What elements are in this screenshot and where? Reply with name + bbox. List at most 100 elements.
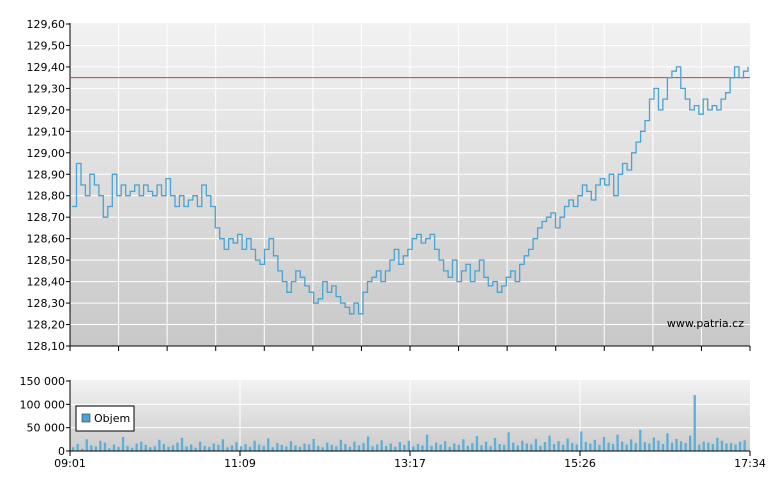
volume-bar (548, 435, 551, 451)
volume-bar (253, 440, 256, 451)
volume-bar (666, 433, 669, 451)
volume-bar (584, 442, 587, 451)
volume-bar (412, 446, 415, 451)
price-y-tick-label: 128,40 (27, 276, 66, 289)
volume-bar (276, 443, 279, 451)
legend-label: Objem (94, 412, 130, 425)
volume-bar (76, 444, 79, 451)
volume-bar (380, 440, 383, 451)
volume-bar (430, 445, 433, 451)
volume-bar (389, 443, 392, 451)
volume-bar (707, 442, 710, 451)
price-y-tick-label: 128,30 (27, 297, 66, 310)
volume-bar (743, 440, 746, 451)
volume-bar (72, 447, 75, 451)
volume-bar (230, 445, 234, 451)
volume-bar (439, 444, 442, 451)
volume-bar (675, 438, 678, 451)
volume-bar (85, 439, 88, 451)
volume-bar (176, 442, 179, 451)
volume-bar (670, 442, 674, 451)
volume-bar (725, 443, 728, 451)
volume-bar (421, 445, 424, 451)
volume-bar (689, 435, 692, 451)
volume-bar (262, 445, 265, 451)
volume-bar (425, 434, 429, 451)
volume-bar (516, 445, 519, 451)
price-y-tick-label: 129,20 (27, 104, 66, 117)
volume-bar (403, 444, 406, 451)
volume-y-tick-labels: 150 000 100 000 50 000 0 (20, 375, 70, 458)
volume-x-tick-label: 15:26 (564, 457, 596, 470)
volume-bar (167, 446, 170, 451)
volume-bar (457, 444, 460, 451)
volume-bar (534, 438, 538, 451)
volume-bar (611, 444, 615, 451)
volume-bar (679, 441, 683, 451)
volume-bar (121, 437, 125, 451)
volume-bar (525, 443, 528, 451)
volume-bar (634, 443, 637, 451)
volume-bar (366, 436, 370, 451)
volume-bar (471, 443, 474, 451)
volume-bar (99, 440, 102, 451)
volume-bar (362, 443, 365, 451)
volume-bar (217, 444, 220, 451)
volume-bar (103, 442, 107, 451)
volume-x-tick-labels: 09:01 11:09 13:17 15:26 17:34 (54, 451, 766, 470)
volume-bar (453, 443, 456, 451)
volume-bar (326, 442, 329, 451)
volume-bar (625, 444, 628, 451)
volume-bar (226, 447, 229, 451)
volume-bar (239, 446, 243, 451)
volume-bar (643, 442, 646, 451)
volume-bar (444, 441, 447, 451)
volume-bar (353, 441, 356, 451)
volume-x-tick-label: 13:17 (394, 457, 426, 470)
volume-bar (521, 440, 524, 451)
volume-x-tick-label: 11:09 (224, 457, 256, 470)
volume-bar (462, 439, 465, 451)
volume-x-tick-label: 17:34 (734, 457, 766, 470)
volume-bar (466, 445, 469, 451)
volume-bar (698, 444, 701, 451)
volume-bar (94, 446, 97, 451)
price-y-tick-label: 129,40 (27, 61, 66, 74)
volume-bar (158, 439, 161, 451)
volume-bar (199, 441, 202, 451)
volume-bar (543, 442, 547, 451)
volume-bar (661, 444, 665, 451)
volume-bar (312, 438, 315, 451)
volume-bar (271, 447, 274, 451)
volume-bar (539, 445, 542, 451)
volume-bar (407, 440, 410, 451)
volume-bar (330, 444, 333, 451)
volume-y-tick-label: 50 000 (27, 422, 66, 435)
price-series-line (72, 66, 749, 315)
volume-bar (416, 444, 420, 451)
volume-bar (729, 443, 733, 451)
volume-bar (394, 446, 397, 451)
price-y-tick-label: 128,80 (27, 190, 66, 203)
volume-bar (180, 437, 184, 451)
volume-bar (480, 445, 483, 451)
volume-bar (616, 434, 619, 451)
volume-bar (190, 444, 193, 451)
price-y-tick-label: 128,60 (27, 233, 66, 246)
volume-bars (72, 395, 746, 451)
volume-bar (716, 437, 719, 451)
volume-bar (117, 446, 120, 451)
volume-bar (194, 447, 197, 451)
volume-bar (593, 439, 596, 451)
volume-bar (171, 445, 175, 451)
price-x-ticks (69, 346, 751, 351)
volume-bar (371, 446, 374, 451)
volume-y-tick-label: 100 000 (20, 398, 66, 411)
volume-bar (90, 445, 93, 451)
volume-bar (652, 437, 655, 451)
volume-bar (711, 444, 714, 451)
volume-bar (398, 442, 401, 451)
volume-bar (321, 447, 324, 451)
volume-bar (344, 444, 347, 451)
volume-bar (162, 444, 165, 451)
